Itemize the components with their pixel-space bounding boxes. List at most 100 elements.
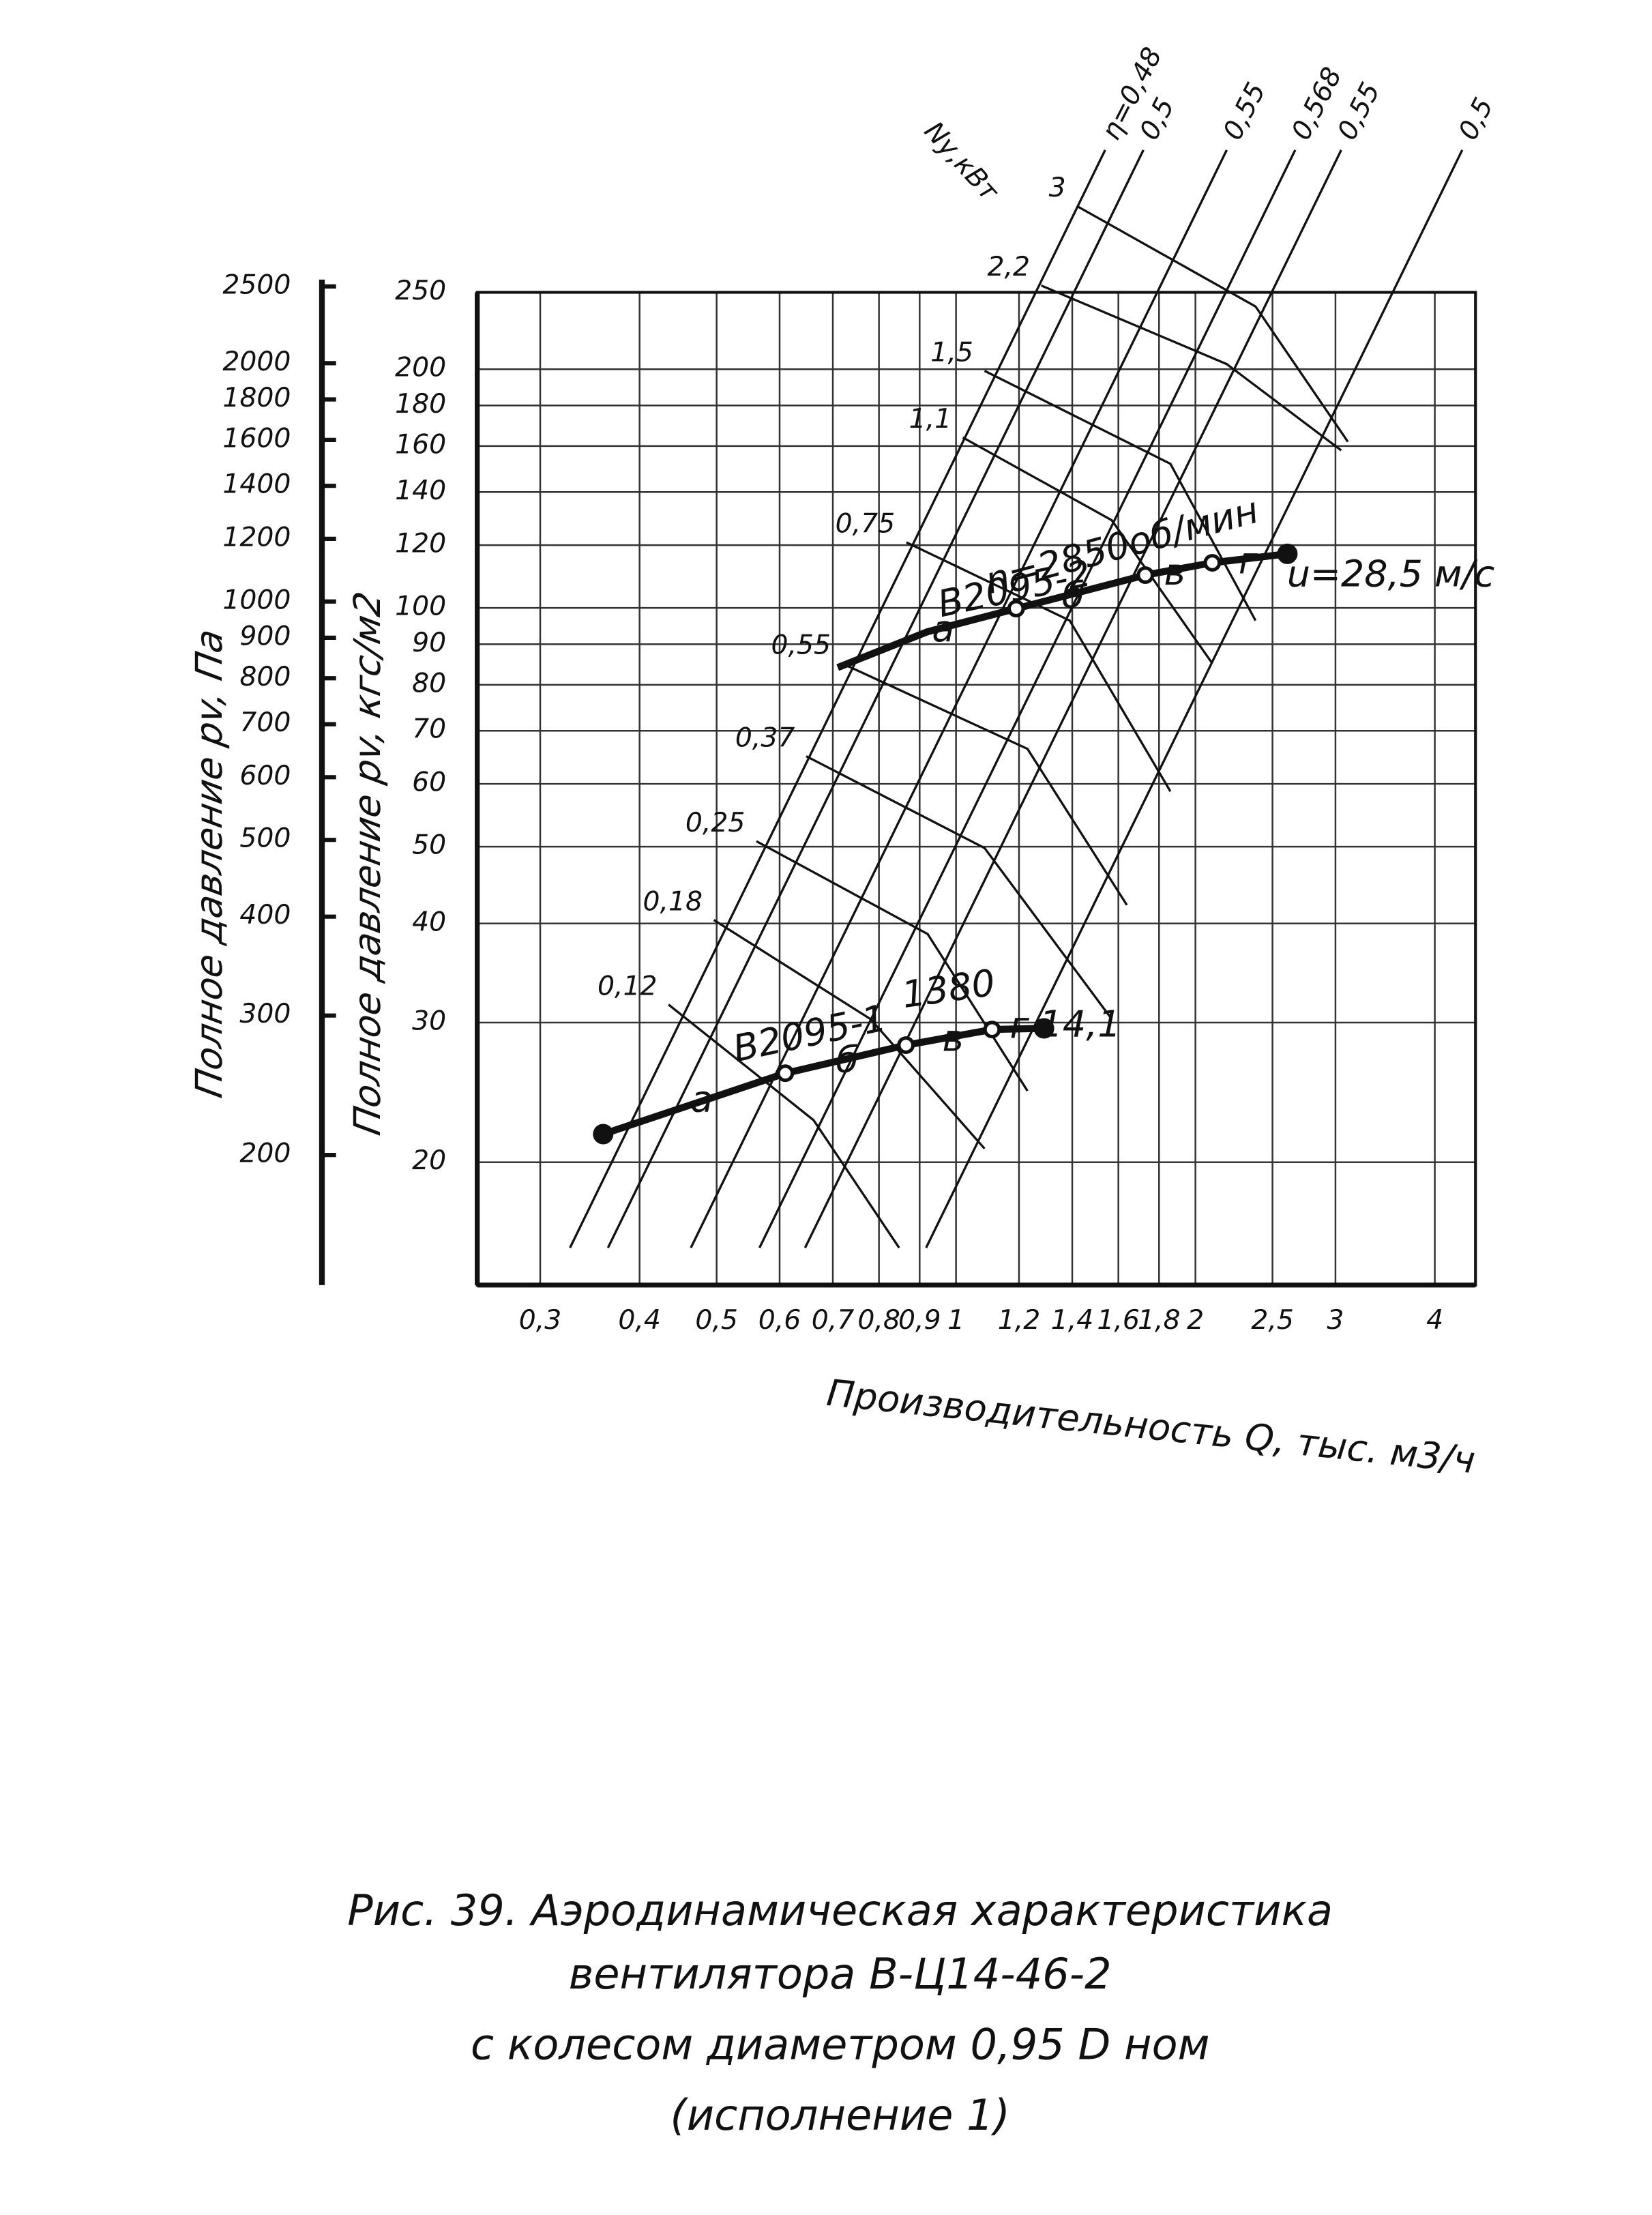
curve-point (1007, 600, 1025, 618)
efficiency-line (569, 149, 1106, 1248)
y2-tick-label: 1200 (222, 521, 291, 553)
x-tick-label: 1,8 (1138, 1304, 1181, 1336)
power-curve (1076, 205, 1349, 443)
power-label: 1,1 (909, 403, 952, 435)
efficiency-line (803, 149, 1342, 1248)
efficiency-line (925, 149, 1464, 1248)
caption-line: с колесом диаметром 0,95 D ном (471, 2020, 1210, 2070)
x-tick-label: 1,4 (1051, 1304, 1094, 1336)
y2-tick-label: 600 (239, 760, 291, 791)
fan-curve (836, 550, 1288, 671)
y-tick-label: 20 (412, 1145, 446, 1176)
y-tick-label: 70 (412, 714, 446, 745)
power-curve (668, 1003, 900, 1249)
y2-axis-title: Полное давление pv, Па (188, 626, 231, 1101)
x-tick-label: 2 (1187, 1304, 1204, 1336)
power-label: 0,55 (771, 629, 831, 660)
curve-point (776, 1064, 795, 1083)
power-curve (713, 919, 986, 1149)
point-letter: г (1239, 540, 1258, 583)
point-letter: а (932, 607, 954, 650)
power-label: 0,37 (735, 722, 795, 753)
point-letter: б (836, 1038, 858, 1081)
x-tick-label: 0,6 (758, 1304, 801, 1336)
y2-tick-label: 900 (239, 620, 291, 651)
x-tick-label: 1,2 (998, 1304, 1041, 1336)
point-letter: в (1164, 551, 1185, 593)
y2-tick-label: 1400 (222, 469, 291, 500)
x-tick-label: 0,9 (898, 1304, 941, 1336)
curve-point (897, 1036, 915, 1054)
x-tick-label: 2,5 (1251, 1304, 1294, 1336)
y-tick-label: 200 (395, 352, 446, 383)
power-label: 0,25 (685, 807, 746, 838)
y-tick-label: 180 (395, 388, 446, 420)
y-tick-label: 30 (412, 1006, 446, 1037)
power-label: 0,18 (643, 885, 703, 917)
power-label: 0,12 (598, 970, 658, 1001)
power-curve (756, 840, 1029, 1092)
x-tick-label: 3 (1327, 1304, 1344, 1336)
y2-tick-label: 1600 (222, 422, 291, 454)
y2-tick-label: 2000 (222, 346, 291, 377)
y-tick-label: 160 (395, 428, 446, 460)
y2-tick-label: 800 (239, 661, 291, 692)
power-curve (806, 755, 1113, 1021)
power-curve (841, 662, 1128, 906)
point-letter: г (1009, 1004, 1029, 1047)
end-label: u=28,5 м/с (1287, 552, 1494, 595)
x-tick-label: 0,5 (695, 1304, 738, 1336)
y-tick-label: 50 (412, 830, 446, 861)
point-letter: в (942, 1016, 964, 1059)
power-label: 1,5 (930, 336, 973, 368)
curve-point (1203, 554, 1222, 572)
curve-point (983, 1021, 1001, 1039)
y-axis-title: Полное давление pv, кгс/м2 (346, 589, 389, 1139)
curve-point (1277, 543, 1298, 564)
power-curve (984, 370, 1257, 621)
curve-point (593, 1124, 614, 1145)
y-tick-label: 60 (412, 767, 446, 798)
y2-tick-label: 1800 (222, 382, 291, 413)
x-tick-label: 0,3 (519, 1304, 562, 1336)
x-tick-label: 4 (1426, 1304, 1443, 1336)
y2-tick-label: 1000 (222, 584, 291, 615)
y2-tick-label: 300 (239, 998, 291, 1029)
y-tick-label: 120 (395, 528, 446, 559)
caption-line: Рис. 39. Аэродинамическая характеристика (347, 1886, 1333, 1935)
y2-tick-label: 500 (239, 823, 291, 854)
y2-tick-label: 700 (239, 707, 291, 738)
x-tick-label: 0,4 (618, 1304, 661, 1336)
x-tick-label: 0,8 (857, 1304, 900, 1336)
y-tick-label: 40 (412, 906, 446, 937)
caption-line: вентилятора В-Ц14-46-2 (569, 1949, 1112, 1999)
x-tick-label: 0,7 (812, 1304, 855, 1336)
x-tick-label: 1,6 (1097, 1304, 1140, 1336)
y-tick-label: 250 (395, 275, 446, 306)
point-letter: б (1062, 573, 1085, 616)
end-label: 14,1 (1039, 1003, 1121, 1046)
point-letter: а (690, 1077, 713, 1120)
y2-tick-label: 2500 (222, 269, 291, 300)
y2-tick-label: 400 (239, 899, 291, 930)
curve-point (1033, 1018, 1054, 1039)
caption-line: (исполнение 1) (670, 2090, 1009, 2140)
efficiency-line (758, 149, 1297, 1248)
efficiency-line (606, 149, 1145, 1248)
y-tick-label: 80 (412, 667, 446, 699)
power-label: 3 (1049, 172, 1066, 203)
efficiency-line (690, 149, 1228, 1248)
power-curve (1041, 284, 1342, 452)
power-curve (962, 436, 1213, 664)
y-tick-label: 90 (412, 627, 446, 658)
power-label: 2,2 (988, 251, 1031, 282)
power-label: 0,75 (836, 508, 896, 540)
y-tick-label: 100 (395, 591, 446, 622)
power-curve (906, 541, 1172, 792)
y2-tick-label: 200 (239, 1138, 291, 1169)
x-tick-label: 1 (947, 1304, 964, 1336)
curve-point (1136, 566, 1155, 584)
